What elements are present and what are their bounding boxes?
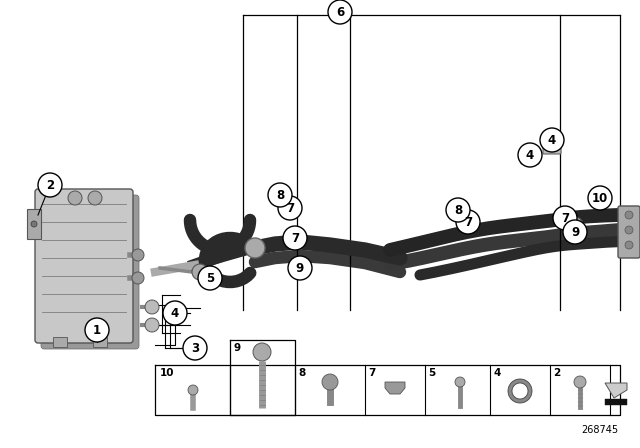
Text: 9: 9 xyxy=(296,262,304,275)
FancyBboxPatch shape xyxy=(618,206,640,258)
Text: 7: 7 xyxy=(291,232,299,245)
Text: 6: 6 xyxy=(336,5,344,18)
Text: 10: 10 xyxy=(160,368,175,378)
Text: 9: 9 xyxy=(234,343,241,353)
Text: 7: 7 xyxy=(464,215,472,228)
Text: 7: 7 xyxy=(561,211,569,224)
Text: 7: 7 xyxy=(286,202,294,215)
Circle shape xyxy=(88,191,102,205)
Circle shape xyxy=(288,256,312,280)
Text: 5: 5 xyxy=(428,368,435,378)
Circle shape xyxy=(85,318,109,342)
FancyBboxPatch shape xyxy=(93,337,107,347)
Circle shape xyxy=(38,173,62,197)
Polygon shape xyxy=(605,383,627,398)
Circle shape xyxy=(588,186,612,210)
Text: 268745: 268745 xyxy=(581,425,618,435)
Text: 4: 4 xyxy=(171,306,179,319)
Text: 8: 8 xyxy=(298,368,305,378)
Text: 4: 4 xyxy=(526,148,534,161)
Text: 8: 8 xyxy=(276,189,284,202)
Text: 4: 4 xyxy=(548,134,556,146)
Circle shape xyxy=(198,266,222,290)
Text: 8: 8 xyxy=(454,203,462,216)
Circle shape xyxy=(31,221,37,227)
Circle shape xyxy=(456,210,480,234)
Circle shape xyxy=(625,226,633,234)
Circle shape xyxy=(278,196,302,220)
Circle shape xyxy=(563,220,587,244)
Circle shape xyxy=(183,336,207,360)
Circle shape xyxy=(625,211,633,219)
Text: 3: 3 xyxy=(191,341,199,354)
Circle shape xyxy=(145,318,159,332)
Circle shape xyxy=(518,143,542,167)
Circle shape xyxy=(567,217,583,233)
Text: 10: 10 xyxy=(592,191,608,204)
Circle shape xyxy=(553,206,577,230)
Circle shape xyxy=(132,249,144,261)
Circle shape xyxy=(188,385,198,395)
Circle shape xyxy=(245,238,265,258)
Circle shape xyxy=(446,198,470,222)
Circle shape xyxy=(145,300,159,314)
Circle shape xyxy=(455,377,465,387)
Text: 9: 9 xyxy=(571,225,579,238)
Circle shape xyxy=(253,343,271,361)
Text: 4: 4 xyxy=(493,368,500,378)
Text: 1: 1 xyxy=(93,323,101,336)
FancyBboxPatch shape xyxy=(35,189,133,343)
Circle shape xyxy=(192,264,208,280)
FancyBboxPatch shape xyxy=(53,337,67,347)
FancyBboxPatch shape xyxy=(27,209,41,239)
Polygon shape xyxy=(385,382,405,394)
Text: 5: 5 xyxy=(206,271,214,284)
Circle shape xyxy=(268,183,292,207)
Polygon shape xyxy=(605,399,627,405)
FancyBboxPatch shape xyxy=(521,152,539,164)
Text: 7: 7 xyxy=(368,368,376,378)
Text: 2: 2 xyxy=(46,178,54,191)
Circle shape xyxy=(163,301,187,325)
Circle shape xyxy=(328,0,352,24)
FancyBboxPatch shape xyxy=(543,142,561,154)
Text: 2: 2 xyxy=(553,368,560,378)
Circle shape xyxy=(132,272,144,284)
FancyBboxPatch shape xyxy=(41,195,139,349)
Circle shape xyxy=(68,191,82,205)
Circle shape xyxy=(540,128,564,152)
Circle shape xyxy=(625,241,633,249)
Circle shape xyxy=(322,374,338,390)
Circle shape xyxy=(283,226,307,250)
Circle shape xyxy=(574,376,586,388)
